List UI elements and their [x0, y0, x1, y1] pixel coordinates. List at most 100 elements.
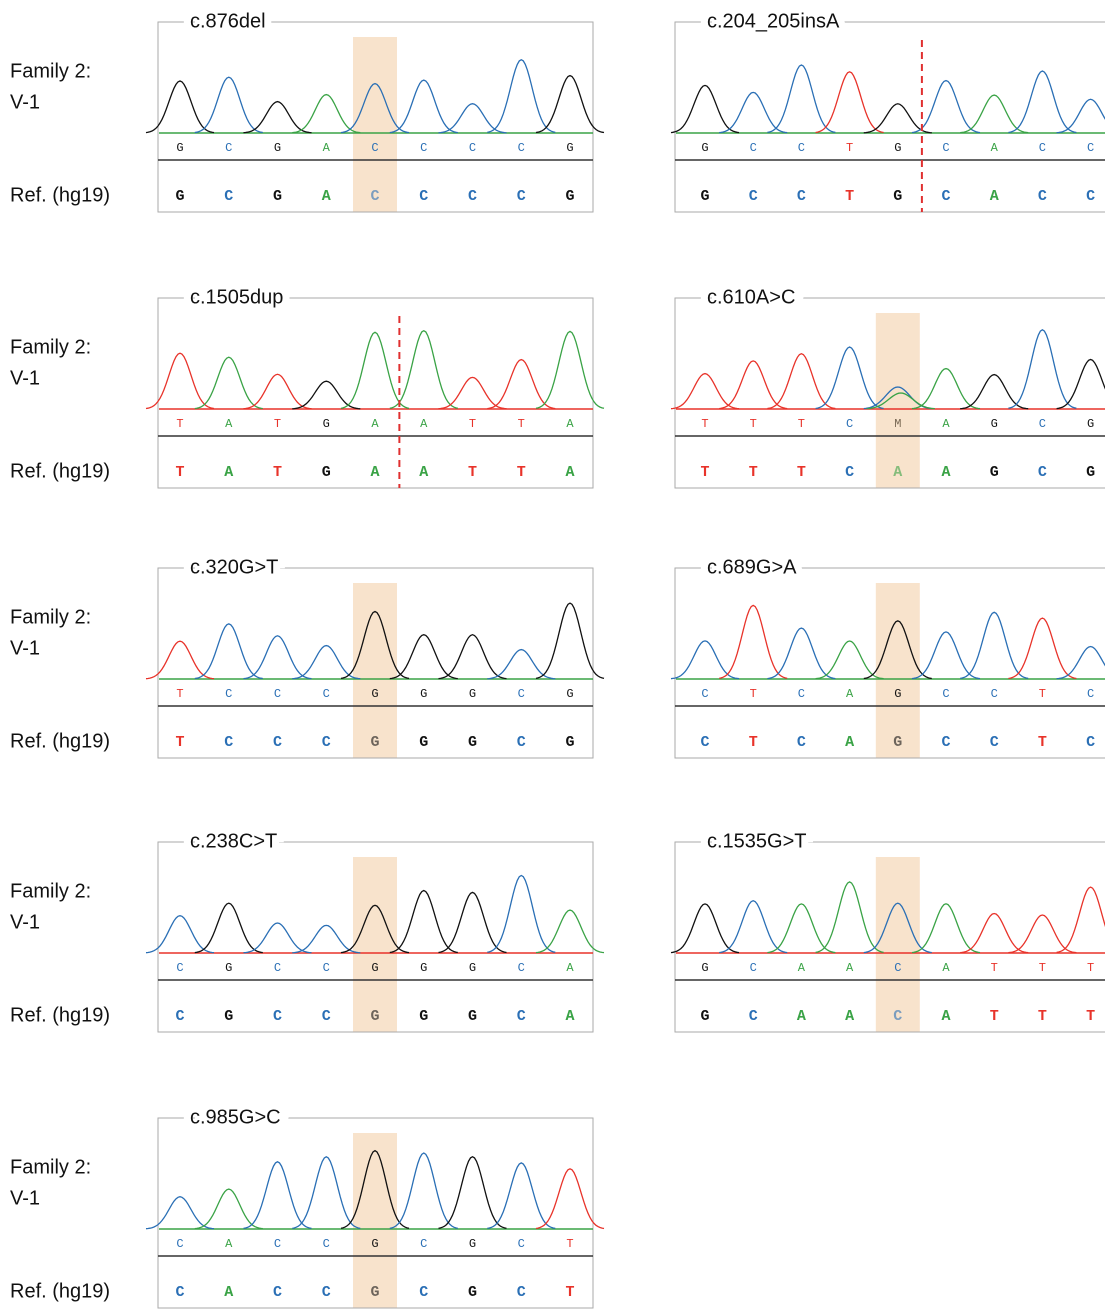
base-call: T — [701, 417, 708, 431]
base-call: A — [846, 961, 854, 975]
base-call: T — [750, 687, 757, 701]
reference-base: C — [845, 464, 854, 481]
reference-base: C — [749, 188, 758, 205]
panel-title: c.1505dup — [190, 286, 283, 308]
base-call: C — [750, 961, 757, 975]
base-call: C — [323, 687, 330, 701]
base-call: C — [846, 417, 853, 431]
trace-peak — [1057, 99, 1105, 132]
reference-base: C — [468, 188, 477, 205]
panel-title: c.876del — [190, 10, 266, 32]
base-call: G — [274, 141, 281, 155]
trace-peak — [390, 891, 458, 953]
reference-base: A — [565, 1008, 574, 1025]
reference-base: C — [1038, 188, 1047, 205]
trace-peak — [536, 76, 604, 133]
reference-base: C — [322, 1284, 331, 1301]
trace-peak — [1057, 647, 1105, 679]
base-call: C — [274, 961, 281, 975]
trace-peak — [244, 1162, 312, 1229]
panel-title: c.238C>T — [190, 830, 277, 852]
base-call: M — [894, 417, 901, 431]
base-call: A — [323, 141, 331, 155]
trace-peak — [536, 331, 604, 408]
reference-base: C — [224, 188, 233, 205]
variant-highlight — [353, 583, 397, 758]
base-call: C — [420, 141, 427, 155]
base-call: C — [518, 961, 525, 975]
reference-base: T — [990, 1008, 999, 1025]
base-call: G — [323, 417, 330, 431]
base-call: C — [323, 1237, 330, 1251]
trace-peak — [195, 903, 263, 952]
base-call: C — [798, 141, 805, 155]
base-call: G — [420, 687, 427, 701]
reference-base: A — [941, 1008, 950, 1025]
base-call: A — [225, 1237, 233, 1251]
base-call: C — [701, 687, 708, 701]
panel-title: c.1535G>T — [707, 830, 807, 852]
reference-base: G — [419, 1008, 428, 1025]
base-call: A — [371, 417, 379, 431]
trace-peak — [671, 85, 739, 132]
base-call: T — [798, 417, 805, 431]
trace-peak — [912, 369, 980, 409]
variant-highlight — [353, 37, 397, 212]
trace-peak — [536, 603, 604, 678]
variant-highlight — [876, 857, 920, 1032]
base-call: T — [176, 417, 183, 431]
base-call: G — [566, 687, 573, 701]
reference-base: A — [941, 464, 950, 481]
reference-base: G — [700, 188, 709, 205]
trace-peak — [146, 916, 214, 953]
reference-base: C — [1086, 188, 1095, 205]
variant-highlight — [353, 1133, 397, 1308]
reference-base: C — [990, 734, 999, 751]
trace-peak — [912, 632, 980, 679]
base-call: G — [1087, 417, 1094, 431]
trace-peak — [671, 904, 739, 953]
reference-base: C — [224, 734, 233, 751]
base-call: C — [176, 1237, 183, 1251]
reference-base: A — [224, 464, 233, 481]
reference-base: A — [990, 188, 999, 205]
base-call: T — [750, 417, 757, 431]
reference-label: Ref. (hg19) — [10, 460, 110, 482]
trace-peak — [390, 635, 458, 679]
panel-title: c.689G>A — [707, 556, 797, 578]
reference-base: C — [700, 734, 709, 751]
reference-base: G — [370, 734, 379, 751]
base-call: G — [469, 687, 476, 701]
panel-title: c.320G>T — [190, 556, 278, 578]
sample-label: V-1 — [10, 911, 40, 933]
base-call: G — [894, 141, 901, 155]
trace-peak — [439, 892, 507, 952]
reference-base: G — [224, 1008, 233, 1025]
base-call: T — [991, 961, 998, 975]
reference-base: C — [517, 1284, 526, 1301]
reference-base: G — [468, 1008, 477, 1025]
trace-peak — [767, 354, 835, 409]
base-call: C — [942, 141, 949, 155]
base-call: T — [469, 417, 476, 431]
base-call: C — [518, 687, 525, 701]
trace-peak — [195, 1189, 263, 1229]
base-call: C — [176, 961, 183, 975]
trace-peak — [244, 923, 312, 953]
panel-title: c.985G>C — [190, 1106, 281, 1128]
base-call: A — [942, 961, 950, 975]
reference-base: T — [1038, 734, 1047, 751]
reference-base: C — [419, 188, 428, 205]
base-call: G — [371, 1237, 378, 1251]
reference-base: G — [700, 1008, 709, 1025]
trace-peak — [195, 624, 263, 679]
base-call: T — [518, 417, 525, 431]
base-call: C — [371, 141, 378, 155]
reference-base: C — [941, 734, 950, 751]
base-call: C — [942, 687, 949, 701]
reference-base: A — [845, 1008, 854, 1025]
page: { "base_colors": {"A": "#3aa346", "C": "… — [0, 0, 1105, 1313]
base-call: C — [274, 687, 281, 701]
trace-peak — [960, 914, 1028, 953]
trace-peak — [195, 357, 263, 408]
